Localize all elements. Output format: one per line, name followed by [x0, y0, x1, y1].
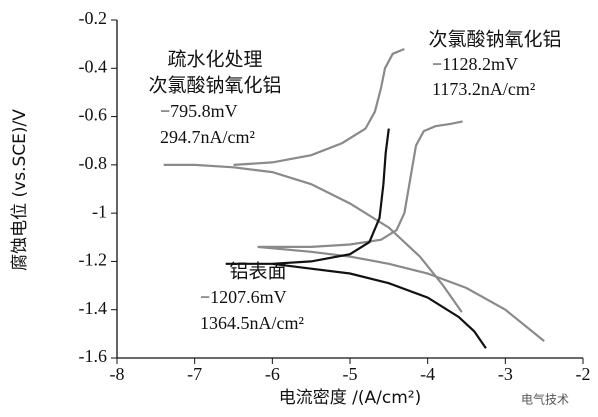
y-tick-label: -0.4 — [79, 56, 108, 76]
y-tick-label: -1.2 — [79, 250, 108, 270]
curve-label: 铝表面 — [229, 261, 286, 283]
curve — [163, 47, 463, 313]
y-tick-label: -0.8 — [79, 153, 108, 173]
x-tick-label: -8 — [110, 364, 125, 384]
x-tick-label: -2 — [576, 364, 591, 384]
y-tick-label: -1 — [92, 201, 107, 221]
y-tick-label: -1.4 — [79, 298, 108, 318]
ecorr-label: −795.8mV — [160, 101, 238, 121]
y-axis-label: 腐蚀电位 (vs.SCE)/V — [10, 109, 30, 271]
ecorr-label: −1128.2mV — [432, 54, 518, 74]
y-tick-label: -1.6 — [79, 346, 108, 366]
x-tick-label: -4 — [420, 364, 435, 384]
x-tick-label: -6 — [265, 364, 280, 384]
curve-label: 次氯酸钠氧化铝 — [148, 75, 281, 97]
x-tick-label: -7 — [187, 364, 202, 384]
curve-label: 疏水化处理 — [167, 49, 262, 71]
ecorr-label: −1207.6mV — [200, 287, 287, 307]
x-tick-label: -3 — [498, 364, 513, 384]
icorr-label: 294.7nA/cm² — [160, 127, 255, 147]
y-tick-label: -0.2 — [79, 8, 108, 28]
x-axis-label: 电流密度 /(A/cm²) — [279, 388, 421, 408]
curve — [257, 120, 545, 342]
icorr-label: 1364.5nA/cm² — [200, 313, 304, 333]
watermark: 电气技术 — [521, 392, 569, 407]
curve — [225, 128, 487, 349]
curve-label: 次氯酸钠氧化铝 — [428, 29, 561, 51]
icorr-label: 1173.2nA/cm² — [432, 79, 535, 99]
x-tick-label: -5 — [343, 364, 358, 384]
y-tick-label: -0.6 — [79, 105, 108, 125]
